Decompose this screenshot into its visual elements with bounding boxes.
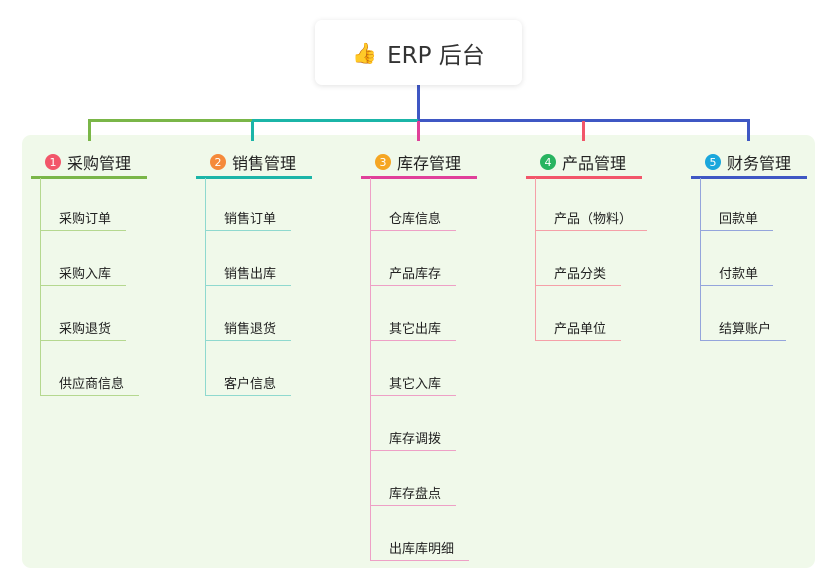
- branch-title: 销售管理: [232, 154, 297, 173]
- connector-h: [418, 119, 750, 122]
- child-node[interactable]: 其它出库: [389, 322, 442, 337]
- number-badge: 3: [375, 154, 391, 170]
- child-underline: [205, 340, 292, 341]
- child-node[interactable]: 付款单: [719, 267, 759, 282]
- child-node[interactable]: 出库库明细: [389, 542, 455, 557]
- child-underline: [40, 230, 127, 231]
- child-underline: [205, 285, 292, 286]
- branch-drop-line: [747, 121, 750, 141]
- number-badge: 4: [540, 154, 556, 170]
- child-node[interactable]: 客户信息: [224, 377, 277, 392]
- branch-title: 库存管理: [397, 154, 462, 173]
- child-underline: [40, 395, 140, 396]
- child-node[interactable]: 产品分类: [554, 267, 607, 282]
- child-node[interactable]: 采购订单: [59, 212, 112, 227]
- child-underline: [205, 230, 292, 231]
- branch-drop-line: [251, 121, 254, 141]
- branch-4[interactable]: 4 产品管理: [540, 150, 626, 174]
- connector-h: [88, 119, 253, 122]
- child-underline: [370, 285, 457, 286]
- child-node[interactable]: 库存调拨: [389, 432, 442, 447]
- number-badge: 1: [45, 154, 61, 170]
- branch-underline: [361, 176, 477, 179]
- branch-area-background: [22, 135, 815, 568]
- root-stem: [417, 85, 420, 121]
- child-underline: [535, 285, 622, 286]
- branch-underline: [691, 176, 807, 179]
- child-underline: [370, 230, 457, 231]
- branch-underline: [526, 176, 642, 179]
- child-underline: [370, 560, 470, 561]
- child-trunk-line: [40, 178, 41, 396]
- branch-title: 产品管理: [562, 154, 627, 173]
- child-node[interactable]: 仓库信息: [389, 212, 442, 227]
- child-underline: [700, 340, 787, 341]
- branch-1[interactable]: 1 采购管理: [45, 150, 131, 174]
- branch-5[interactable]: 5 财务管理: [705, 150, 791, 174]
- branch-title: 采购管理: [67, 154, 132, 173]
- child-underline: [370, 505, 457, 506]
- child-underline: [40, 285, 127, 286]
- child-underline: [535, 340, 622, 341]
- child-underline: [535, 230, 648, 231]
- child-node[interactable]: 采购入库: [59, 267, 112, 282]
- child-underline: [700, 285, 774, 286]
- child-node[interactable]: 供应商信息: [59, 377, 125, 392]
- child-node[interactable]: 库存盘点: [389, 487, 442, 502]
- branch-2[interactable]: 2 销售管理: [210, 150, 296, 174]
- child-underline: [370, 340, 457, 341]
- branch-drop-line: [582, 121, 585, 141]
- child-node[interactable]: 销售出库: [224, 267, 277, 282]
- connector-h: [252, 119, 418, 122]
- child-underline: [700, 230, 774, 231]
- child-underline: [40, 340, 127, 341]
- branch-title: 财务管理: [727, 154, 792, 173]
- child-trunk-line: [535, 178, 536, 341]
- child-node[interactable]: 产品（物料）: [554, 212, 633, 227]
- child-underline: [205, 395, 292, 396]
- child-underline: [370, 450, 457, 451]
- child-node[interactable]: 采购退货: [59, 322, 112, 337]
- child-underline: [370, 395, 457, 396]
- child-node[interactable]: 结算账户: [719, 322, 772, 337]
- root-title: ERP 后台: [387, 42, 485, 69]
- branch-underline: [31, 176, 147, 179]
- child-trunk-line: [700, 178, 701, 341]
- thumbs-up-icon: 👍: [352, 40, 378, 65]
- number-badge: 5: [705, 154, 721, 170]
- child-node[interactable]: 销售退货: [224, 322, 277, 337]
- branch-underline: [196, 176, 312, 179]
- branch-3[interactable]: 3 库存管理: [375, 150, 461, 174]
- branch-drop-line: [417, 121, 420, 141]
- child-trunk-line: [205, 178, 206, 396]
- root-node[interactable]: 👍 ERP 后台: [315, 20, 522, 85]
- child-node[interactable]: 销售订单: [224, 212, 277, 227]
- child-node[interactable]: 产品库存: [389, 267, 442, 282]
- child-node[interactable]: 产品单位: [554, 322, 607, 337]
- child-node[interactable]: 回款单: [719, 212, 759, 227]
- child-node[interactable]: 其它入库: [389, 377, 442, 392]
- number-badge: 2: [210, 154, 226, 170]
- branch-drop-line: [88, 121, 91, 141]
- child-trunk-line: [370, 178, 371, 561]
